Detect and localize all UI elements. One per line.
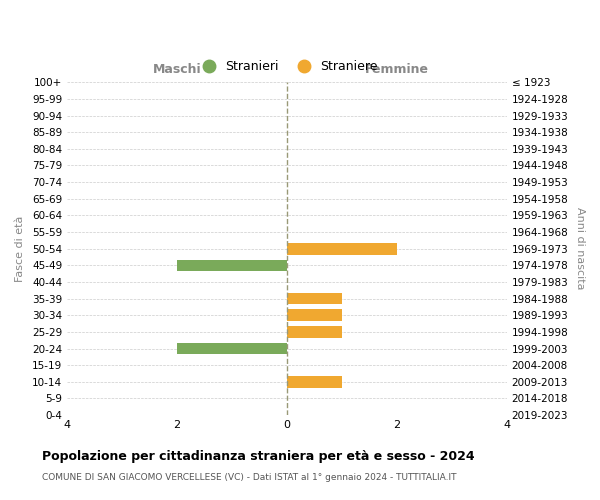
Bar	[287, 326, 342, 338]
Bar	[287, 293, 342, 304]
Text: Popolazione per cittadinanza straniera per età e sesso - 2024: Popolazione per cittadinanza straniera p…	[42, 450, 475, 463]
Bar	[177, 342, 287, 354]
Bar	[287, 243, 397, 254]
Text: COMUNE DI SAN GIACOMO VERCELLESE (VC) - Dati ISTAT al 1° gennaio 2024 - TUTTITAL: COMUNE DI SAN GIACOMO VERCELLESE (VC) - …	[42, 472, 457, 482]
Legend: Stranieri, Straniere: Stranieri, Straniere	[191, 55, 382, 78]
Y-axis label: Anni di nascita: Anni di nascita	[575, 208, 585, 290]
Y-axis label: Fasce di età: Fasce di età	[15, 216, 25, 282]
Bar	[287, 376, 342, 388]
Text: Maschi: Maschi	[152, 62, 201, 76]
Bar	[287, 310, 342, 321]
Text: Femmine: Femmine	[365, 62, 429, 76]
Bar	[177, 260, 287, 271]
